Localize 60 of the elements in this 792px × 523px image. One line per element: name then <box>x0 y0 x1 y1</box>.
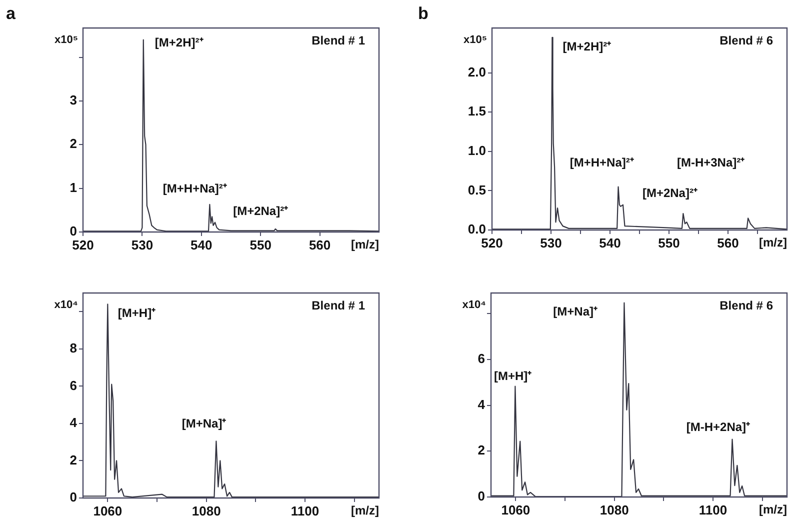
x-axis-title: [m/z] <box>351 503 379 518</box>
x-tick-label: 550 <box>658 235 680 250</box>
annotation: [M-H+3Na]²⁺ <box>676 156 745 170</box>
x-axis-title: [m/z] <box>759 235 787 250</box>
x-tick-label: 1100 <box>698 502 728 518</box>
annotation: [M+Na]⁺ <box>553 304 598 318</box>
x-tick-label: 540 <box>190 237 212 252</box>
y-tick-label: 4 <box>478 396 486 412</box>
annotation: Blend # 6 <box>720 33 774 48</box>
annotation: [M+2Na]²⁺ <box>642 186 698 200</box>
y-tick-label: 1.0 <box>468 142 486 158</box>
y-tick-label: 8 <box>70 340 77 356</box>
x-tick-label: 550 <box>250 237 272 252</box>
x-tick-label: 560 <box>308 237 331 252</box>
x-tick-label: 530 <box>540 235 562 250</box>
annotation: [M+2Na]²⁺ <box>233 204 288 218</box>
y-tick-label: 0.0 <box>468 222 486 237</box>
annotation: [M+H+Na]²⁺ <box>570 156 634 170</box>
x-tick-label: 530 <box>131 237 154 252</box>
annotation: Blend # 1 <box>312 298 366 312</box>
y-tick-label: 2 <box>478 442 485 458</box>
annotation: [M-H+2Na]⁺ <box>686 420 750 434</box>
annotation: Blend # 6 <box>720 298 774 312</box>
annotation: [M+2H]²⁺ <box>562 39 612 54</box>
y-tick-label: 2 <box>70 136 77 152</box>
annotation: Blend # 1 <box>312 33 366 48</box>
y-tick-label: 1.5 <box>468 104 486 119</box>
annotation: [M+H+Na]²⁺ <box>162 181 227 196</box>
chart-title: a <box>6 4 16 24</box>
y-tick-label: 1 <box>70 180 77 195</box>
y-tick-label: 2 <box>70 452 77 468</box>
annotation: [M+Na]⁺ <box>182 416 226 431</box>
y-tick-label: 6 <box>70 378 77 393</box>
annotation: [M+H]⁺ <box>118 306 156 320</box>
x-tick-label: 560 <box>717 235 739 250</box>
annotation: [M+H]⁺ <box>494 368 532 383</box>
y-tick-label: 6 <box>478 351 485 366</box>
y-axis-title: x10⁴ <box>462 299 486 312</box>
x-tick-label: 520 <box>72 237 94 252</box>
x-tick-label: 1080 <box>192 503 221 518</box>
y-tick-label: 4 <box>70 415 78 430</box>
x-tick-label: 540 <box>599 235 621 250</box>
y-tick-label: 2.0 <box>468 64 486 80</box>
y-tick-label: 0 <box>478 488 485 504</box>
x-axis-title: [m/z] <box>759 502 787 516</box>
x-tick-label: 1060 <box>93 503 122 518</box>
y-axis-title: x10⁴ <box>54 299 78 312</box>
x-tick-label: 520 <box>481 235 503 250</box>
annotation: [M+2H]²⁺ <box>154 35 204 50</box>
x-tick-label: 1100 <box>290 503 320 518</box>
x-tick-label: 1060 <box>501 502 530 518</box>
chart-title: b <box>418 4 428 24</box>
y-axis-title: x10⁵ <box>463 34 487 46</box>
y-tick-label: 0 <box>70 224 77 239</box>
x-tick-label: 1080 <box>600 502 629 518</box>
y-tick-label: 3 <box>70 92 77 108</box>
y-tick-label: 0 <box>70 490 77 505</box>
y-tick-label: 0.5 <box>468 182 486 198</box>
y-axis-title: x10⁵ <box>54 34 78 46</box>
x-axis-title: [m/z] <box>351 237 379 252</box>
